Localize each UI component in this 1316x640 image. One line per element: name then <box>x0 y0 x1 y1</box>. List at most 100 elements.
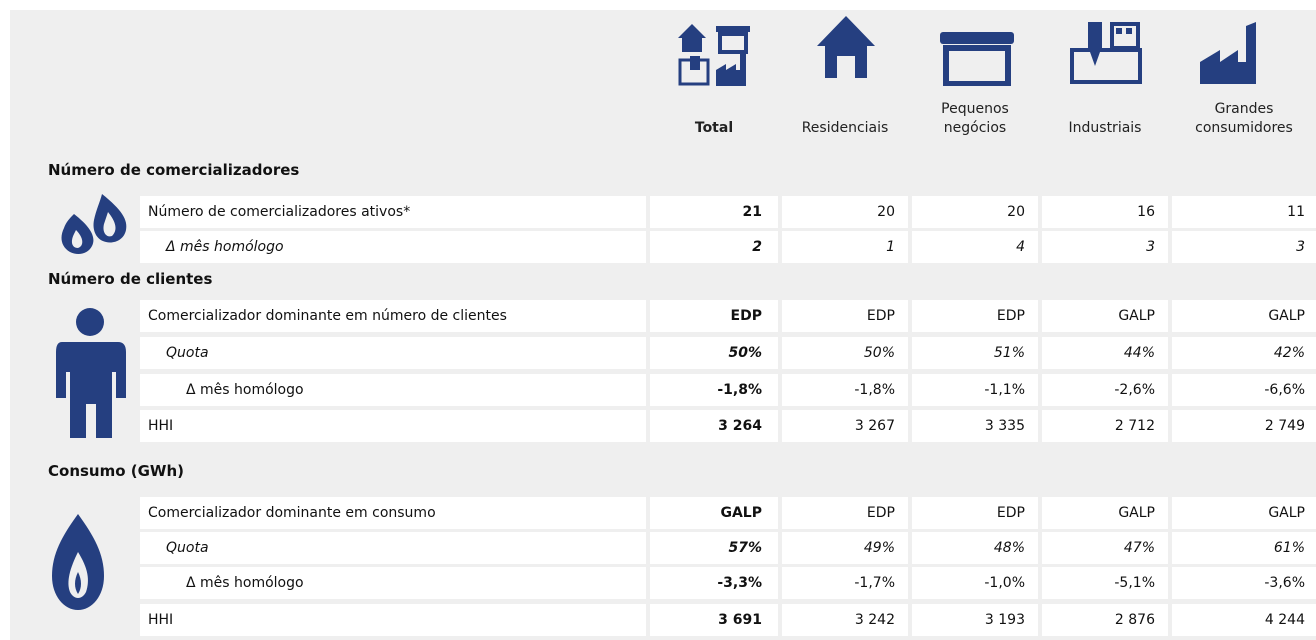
row-value: -1,8% <box>717 382 762 398</box>
row-value: GALP <box>1118 505 1155 521</box>
row-background <box>140 231 646 263</box>
column-header: Industriais <box>1068 120 1142 136</box>
column-header: Pequenos negócios <box>941 101 1009 136</box>
row-value: 48% <box>993 540 1025 556</box>
row-label: Comercializador dominante em consumo <box>148 505 436 521</box>
row-background <box>140 300 646 332</box>
row-background <box>650 532 778 564</box>
row-background <box>650 300 778 332</box>
person-icon <box>56 308 126 438</box>
row-value: 3 <box>1296 239 1305 255</box>
total-icon <box>678 24 750 86</box>
row-value: GALP <box>1268 308 1305 324</box>
row-value: 11 <box>1287 204 1305 220</box>
row-value: -1,0% <box>984 575 1025 591</box>
row-background <box>650 567 778 599</box>
row-value: 4 <box>1016 239 1025 255</box>
row-value: -6,6% <box>1264 382 1305 398</box>
row-background <box>1042 196 1168 228</box>
row-background <box>1172 196 1316 228</box>
row-value: 2 876 <box>1114 612 1155 628</box>
row-label: Δ mês homólogo <box>166 239 284 255</box>
row-background <box>782 300 908 332</box>
row-value: 47% <box>1123 540 1155 556</box>
column-header: Grandes consumidores <box>1195 101 1293 136</box>
row-value: 21 <box>742 204 762 220</box>
row-value: EDP <box>866 505 895 521</box>
row-background <box>912 196 1038 228</box>
row-background <box>1042 410 1168 442</box>
row-background <box>650 410 778 442</box>
row-background <box>140 532 646 564</box>
row-background <box>912 604 1038 636</box>
row-value: -3,3% <box>717 575 762 591</box>
row-value: 20 <box>1007 204 1025 220</box>
row-label: HHI <box>148 418 174 434</box>
row-label: Quota <box>166 540 209 556</box>
row-background <box>1172 337 1316 369</box>
row-background <box>782 497 908 529</box>
row-value: 50% <box>728 345 762 361</box>
row-value: EDP <box>866 308 895 324</box>
row-value: 4 244 <box>1264 612 1305 628</box>
row-background <box>140 410 646 442</box>
residential-icon <box>817 16 875 78</box>
row-value: 61% <box>1273 540 1305 556</box>
row-background <box>140 567 646 599</box>
row-value: 20 <box>877 204 895 220</box>
row-background <box>1042 532 1168 564</box>
row-value: -1,1% <box>984 382 1025 398</box>
row-background <box>1172 497 1316 529</box>
row-background <box>782 532 908 564</box>
row-background <box>912 497 1038 529</box>
row-background <box>1172 532 1316 564</box>
column-header: Total <box>694 120 734 136</box>
row-value: -1,8% <box>854 382 895 398</box>
row-value: GALP <box>1268 505 1305 521</box>
row-value: EDP <box>730 308 762 324</box>
section-title: Número de comercializadores <box>48 161 300 179</box>
gas-flames-icon <box>61 194 127 254</box>
row-background <box>1042 337 1168 369</box>
row-value: -5,1% <box>1114 575 1155 591</box>
row-label: Δ mês homólogo <box>186 575 304 591</box>
row-value: EDP <box>996 505 1025 521</box>
row-background <box>650 604 778 636</box>
row-value: 2 <box>752 239 762 255</box>
row-value: 2 712 <box>1114 418 1155 434</box>
row-background <box>912 567 1038 599</box>
section-title: Número de clientes <box>48 270 213 288</box>
row-background <box>650 196 778 228</box>
row-background <box>1172 410 1316 442</box>
section-title: Consumo (GWh) <box>48 462 185 480</box>
row-value: EDP <box>996 308 1025 324</box>
row-value: 3 <box>1146 239 1155 255</box>
row-background <box>650 337 778 369</box>
row-background <box>140 196 646 228</box>
row-label: Quota <box>166 345 209 361</box>
row-background <box>140 374 646 406</box>
row-label: Δ mês homólogo <box>186 382 304 398</box>
small-business-icon <box>940 32 1014 86</box>
row-value: 57% <box>728 540 762 556</box>
row-value: 3 242 <box>854 612 895 628</box>
row-label: Número de comercializadores ativos* <box>148 204 411 220</box>
row-background <box>1042 567 1168 599</box>
row-value: 3 267 <box>854 418 895 434</box>
row-background <box>1172 231 1316 263</box>
row-value: 2 749 <box>1264 418 1305 434</box>
row-value: 51% <box>993 345 1025 361</box>
row-background <box>912 374 1038 406</box>
row-background <box>140 604 646 636</box>
row-background <box>782 374 908 406</box>
row-value: -3,6% <box>1264 575 1305 591</box>
row-background <box>140 337 646 369</box>
row-background <box>782 337 908 369</box>
row-value: 3 691 <box>718 612 762 628</box>
row-label: Comercializador dominante em número de c… <box>148 308 507 324</box>
row-label: HHI <box>148 612 174 628</box>
row-value: 50% <box>863 345 895 361</box>
industrial-icon <box>1070 22 1142 84</box>
row-background <box>782 604 908 636</box>
